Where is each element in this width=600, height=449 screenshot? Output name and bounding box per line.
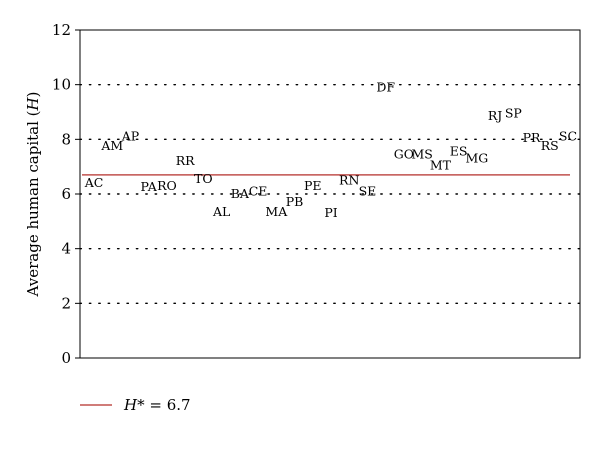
y-axis-label-close: ) <box>24 92 42 98</box>
point-label-sp: SP <box>505 105 522 120</box>
point-label-es: ES <box>450 144 468 159</box>
point-label-ac: AC <box>84 175 104 190</box>
y-tick-label: 10 <box>52 76 71 94</box>
point-label-go: GO <box>394 146 414 161</box>
axes <box>75 29 581 359</box>
legend: H* = 6.7 <box>80 396 191 414</box>
point-label-ap: AP <box>121 129 139 144</box>
point-label-ba: BA <box>231 186 250 201</box>
point-label-mt: MT <box>430 157 452 172</box>
point-label-ce: CE <box>249 183 268 198</box>
point-label-pe: PE <box>304 178 322 193</box>
point-label-pr: PR <box>523 130 541 145</box>
legend-value: * = 6.7 <box>137 396 190 414</box>
point-label-pb: PB <box>286 194 304 209</box>
y-tick-label: 12 <box>52 21 71 39</box>
y-tick-label: 6 <box>61 185 71 203</box>
point-label-mg: MG <box>465 150 488 165</box>
point-label-sc: SC <box>559 129 577 144</box>
point-label-df: DF <box>376 79 395 94</box>
point-label-rj: RJ <box>488 108 502 123</box>
point-label-rs: RS <box>541 138 559 153</box>
y-axis-label-symbol: H <box>24 96 42 111</box>
y-axis-label: Average human capital (H) <box>24 92 42 298</box>
y-tick-label: 4 <box>61 240 71 258</box>
y-tick-label: 2 <box>61 294 71 312</box>
point-label-pa: PA <box>141 179 158 194</box>
point-label-to: TO <box>194 171 213 186</box>
legend-symbol: H <box>123 396 138 414</box>
point-label-se: SE <box>359 183 377 198</box>
y-tick-labels: 0 2 4 6 8 10 12 <box>52 21 71 367</box>
legend-label: H* = 6.7 <box>123 396 191 414</box>
point-label-al: AL <box>212 204 230 219</box>
point-label-pi: PI <box>324 205 337 220</box>
point-label-ma: MA <box>265 204 288 219</box>
y-axis-label-text: Average human capital ( <box>24 110 42 297</box>
point-label-ro: RO <box>157 178 177 193</box>
point-label-rn: RN <box>339 172 359 187</box>
point-label-rr: RR <box>176 153 195 168</box>
y-tick-label: 8 <box>61 130 71 148</box>
point-label-am: AM <box>100 138 123 153</box>
point-label-ms: MS <box>411 146 432 161</box>
y-tick-label: 0 <box>61 349 71 367</box>
